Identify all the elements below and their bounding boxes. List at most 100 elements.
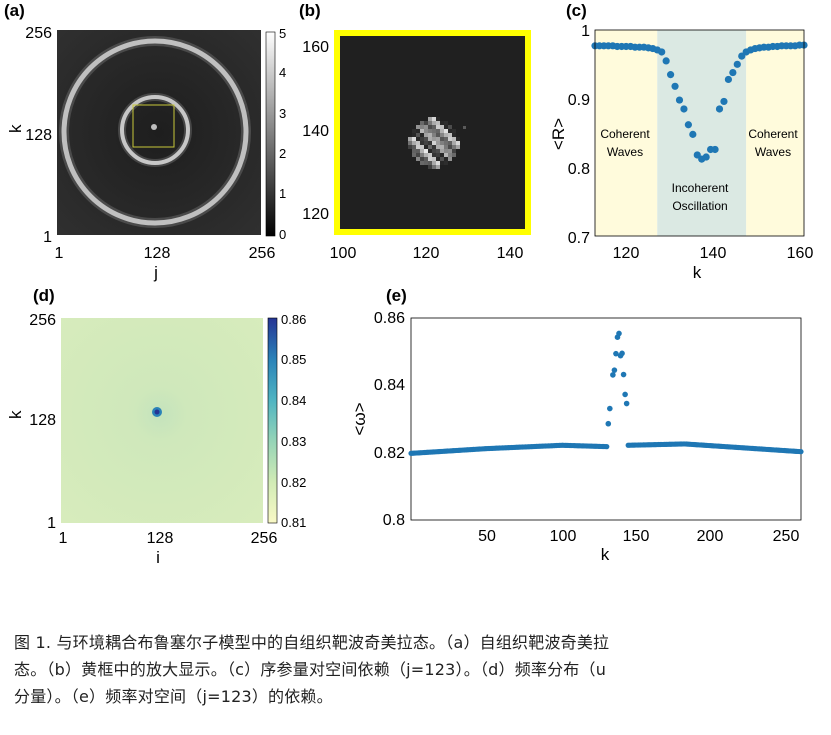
panel-b-pixel <box>440 145 444 149</box>
panel-d-cb-tick-0.84: 0.84 <box>281 393 306 408</box>
panel-d-ytick-top: 256 <box>29 312 56 329</box>
panel-b-pixel <box>440 149 444 153</box>
panel-a-inner-ring-glow <box>118 93 192 167</box>
panel-b-pixel <box>444 125 448 129</box>
panel-b-pixel <box>452 141 456 145</box>
panel-b-ytick-120: 120 <box>302 206 329 223</box>
panel-b-pixel <box>416 141 420 145</box>
panel-c-point <box>702 153 710 161</box>
panel-c-ytick-0.7: 0.7 <box>568 230 590 247</box>
panel-b-pixel <box>440 121 444 125</box>
panel-c-xlabel: k <box>693 263 702 282</box>
panel-b-pixel <box>440 133 444 137</box>
panel-e-ytick-0.84: 0.84 <box>374 377 405 394</box>
panel-b-pixel <box>424 161 428 165</box>
panel-a-xtick-right: 256 <box>249 245 276 262</box>
panel-c-point <box>689 130 697 138</box>
panel-a-xlabel: j <box>153 263 158 282</box>
panel-c-point <box>662 57 670 65</box>
panel-b-pixel <box>424 121 428 125</box>
panel-b-pixel <box>428 117 432 121</box>
panel-e-ytick-0.8: 0.8 <box>383 512 405 529</box>
panel-c-points <box>591 41 808 163</box>
panel-e-outlier-point <box>623 400 630 407</box>
panel-b-pixel <box>440 125 444 129</box>
panel-c-label: (c) <box>566 1 587 20</box>
panel-a-yellow-box <box>132 104 175 148</box>
panel-d-xlabel: i <box>156 548 160 567</box>
panel-c-point <box>720 97 728 106</box>
panel-d-cb-tick-0.85: 0.85 <box>281 352 306 367</box>
figure-caption: 图 1. 与环境耦合布鲁塞尔子模型中的自组织靶波奇美拉态。（a）自组织靶波奇美拉… <box>14 629 814 710</box>
panel-b-pixel <box>436 125 440 129</box>
panel-b-pixel <box>436 133 440 137</box>
panel-b-label: (b) <box>299 1 321 20</box>
panel-b-pixel <box>452 137 456 141</box>
panel-b-pixel <box>444 161 448 165</box>
panel-b-pixel <box>432 161 436 165</box>
panel-b-pixel <box>432 125 436 129</box>
panel-e-xtick-250: 250 <box>773 528 800 545</box>
panel-c-right-region-line1: Coherent <box>748 127 798 141</box>
panel-a-xtick-mid: 128 <box>144 245 171 262</box>
panel-b-pixel <box>436 141 440 145</box>
panel-b-pixel <box>412 153 416 157</box>
panel-e-label: (e) <box>386 286 407 305</box>
panel-b-pixel <box>408 141 412 145</box>
panel-b-pixel <box>428 125 432 129</box>
panel-a-ylabel: k <box>6 124 25 133</box>
panel-b-pixel <box>424 137 428 141</box>
caption-line-1: 图 1. 与环境耦合布鲁塞尔子模型中的自组织靶波奇美拉态。（a）自组织靶波奇美拉 <box>14 633 610 652</box>
panel-e-xtick-200: 200 <box>697 528 724 545</box>
panel-e-point <box>798 449 804 455</box>
panel-b-pixel <box>420 125 424 129</box>
panel-b-pixel <box>420 129 424 133</box>
panel-b-pixel <box>420 161 424 165</box>
panel-b-pixel <box>432 165 436 169</box>
panel-b-pixel <box>444 141 448 145</box>
panel-a-cb-tick-0: 0 <box>279 227 286 242</box>
panel-d-cb-tick-0.86: 0.86 <box>281 312 306 327</box>
panel-c-ytick-1: 1 <box>581 23 590 40</box>
panel-c-point <box>666 71 675 79</box>
panel-b-pixel <box>428 133 432 137</box>
panel-c-xtick-140: 140 <box>700 245 727 262</box>
panel-b-xtick-120: 120 <box>413 245 440 262</box>
panel-c-axes-box <box>594 29 805 237</box>
panel-b-pixel <box>416 137 420 141</box>
panel-e-xlabel: k <box>601 545 610 564</box>
panel-b-pixel <box>428 161 432 165</box>
panel-b-pixel <box>448 157 452 161</box>
panel-a-outer-ring-glow <box>59 36 251 228</box>
panel-d-ylabel: k <box>6 410 25 419</box>
panel-d-colorbar-ticks: 0.86 0.85 0.84 0.83 0.82 0.81 <box>281 312 306 530</box>
panel-d-xtick-right: 256 <box>251 530 278 547</box>
panel-a-outer-ring <box>61 38 249 226</box>
panel-b-pixel <box>440 137 444 141</box>
panel-b-pixel <box>424 149 428 153</box>
panel-a-ytick-bot: 1 <box>43 229 52 246</box>
panel-b-pixel <box>436 137 440 141</box>
panel-e-outlier-point <box>619 350 625 357</box>
panel-c-ylabel: <R> <box>549 118 568 150</box>
panel-b-pixel <box>412 141 416 145</box>
panel-a-image <box>57 30 261 235</box>
panel-b-pixel <box>436 121 440 125</box>
panel-c-point <box>715 105 724 113</box>
panel-d-colorbar <box>267 317 278 524</box>
figure: (a) 256 128 1 k 1 128 256 j 5 4 3 2 1 0 … <box>4 1 813 567</box>
panel-b-pixel <box>432 141 436 145</box>
panel-b-pixel <box>436 129 440 133</box>
panel-e-point <box>604 444 610 450</box>
panel-b-pixel <box>416 149 420 153</box>
panel-d-xtick-left: 1 <box>59 530 68 547</box>
panel-b-ytick-140: 140 <box>302 123 329 140</box>
panel-e-ytick-0.82: 0.82 <box>374 445 405 462</box>
panel-b-pixel <box>436 117 440 121</box>
panel-b-pixel <box>448 141 452 145</box>
panel-b-pixel <box>440 141 444 145</box>
panel-e-ylabel: <ω> <box>350 402 369 435</box>
panel-d-xtick-mid: 128 <box>147 530 174 547</box>
panel-b-pixel <box>436 165 440 169</box>
panel-b-pixel <box>452 129 456 133</box>
